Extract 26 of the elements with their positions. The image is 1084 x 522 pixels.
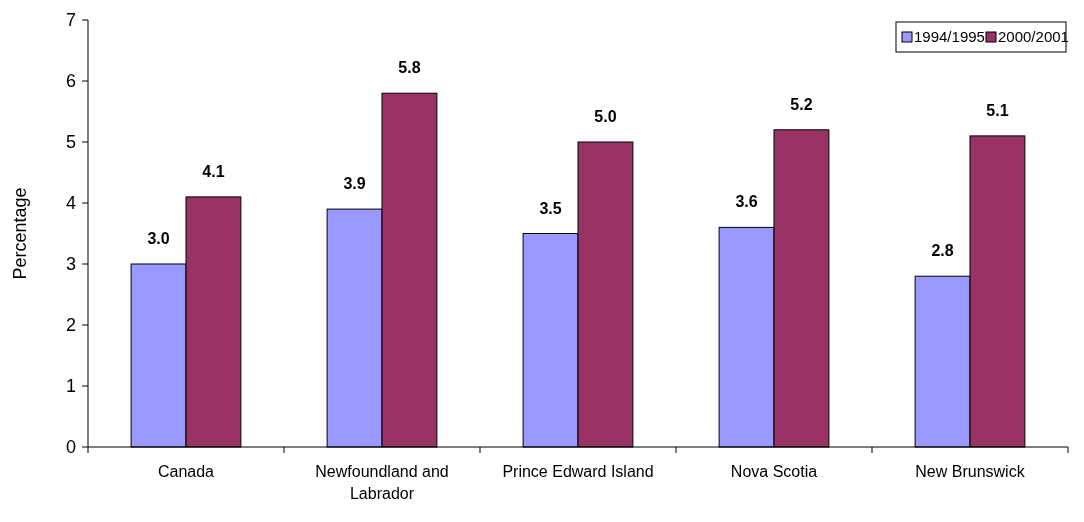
legend-label: 2000/2001 (998, 28, 1069, 45)
data-label: 3.9 (343, 175, 366, 193)
y-tick-label: 1 (65, 376, 76, 397)
x-tick-label: Canada (157, 463, 215, 480)
x-tick-label: Newfoundland and Labrador (315, 463, 449, 502)
data-label: 3.5 (539, 199, 562, 217)
x-tick-label: Prince Edward Island (502, 463, 654, 480)
data-label: 5.2 (790, 95, 813, 113)
data-label: 2.8 (931, 242, 954, 260)
x-tick-label: New Brunswick (915, 463, 1026, 480)
y-axis-title: Percentage (10, 187, 30, 280)
y-tick-label: 5 (65, 132, 76, 153)
data-label: 5.1 (986, 101, 1009, 119)
data-label: 3.0 (147, 230, 170, 247)
data-label: 5.8 (398, 59, 421, 77)
y-tick-label: 4 (65, 193, 76, 214)
y-tick-label: 6 (65, 71, 76, 92)
y-tick-label: 7 (65, 10, 76, 31)
data-label: 3.6 (735, 193, 758, 211)
x-tick-label: Nova Scotia (730, 463, 818, 480)
y-tick-label: 3 (65, 254, 76, 275)
data-label: 4.1 (202, 162, 225, 180)
y-tick-label: 0 (65, 437, 76, 458)
legend-label: 1994/1995 (914, 28, 985, 45)
y-tick-label: 2 (65, 315, 76, 336)
data-label: 5.0 (594, 108, 617, 125)
